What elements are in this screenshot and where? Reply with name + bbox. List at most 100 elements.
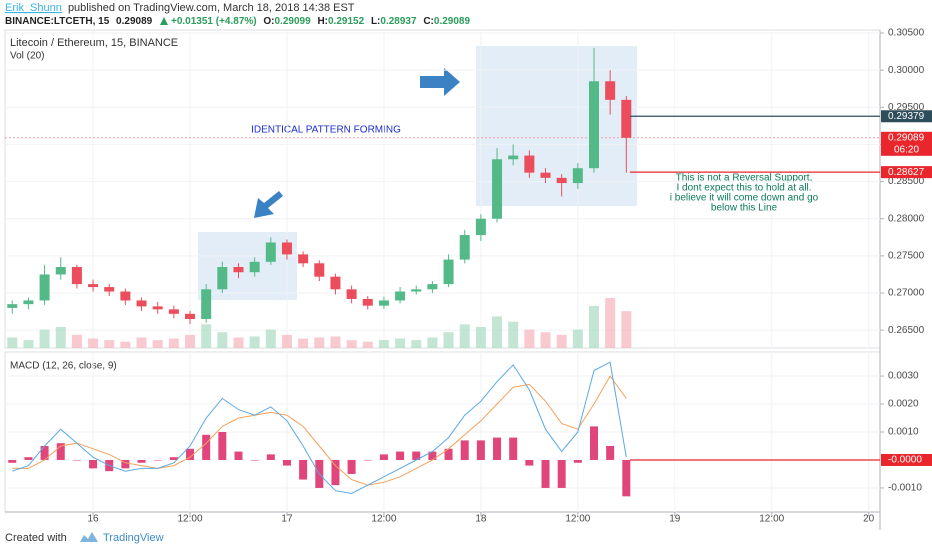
histogram-bar [24,457,33,460]
candle-body [136,300,147,307]
histogram-bar [606,445,615,460]
change: +0.01351 (+4.87%) [171,16,257,27]
histogram-bar [121,459,130,469]
arrow-right [420,68,460,96]
histogram-bar [218,432,227,460]
footer-brand[interactable]: TradingView [103,532,164,544]
histogram-bar [8,459,17,463]
volume-bar [201,324,212,348]
volume-bar [475,326,486,348]
price-label: 0.28627 [888,167,925,178]
volume-bar [411,340,422,348]
volume-bar [265,329,276,348]
y-tick-label: 0.30000 [888,65,925,76]
histogram-bar [428,451,437,460]
histogram-bar [541,459,550,488]
histogram-bar [557,459,566,488]
candle-body [265,242,276,262]
candle-body [492,159,503,219]
header-line-1: Erik_Shunn published on TradingView.com,… [5,2,355,14]
volume-bar [621,311,632,348]
ohlc-value: 0.29099 [275,16,312,27]
y-tick-label: 0.30500 [888,28,925,39]
volume-bar [168,338,179,348]
candle-body [152,306,163,310]
candle-body [23,300,34,305]
candle-body [378,300,389,306]
candle-body [556,177,567,184]
candle-body [168,309,179,314]
y-tick-label: 0.29500 [888,102,925,113]
histogram-bar [589,426,598,460]
histogram-bar [525,459,534,466]
candle-body [201,289,212,320]
x-tick-label: 19 [669,514,681,525]
volume-bar [443,332,454,348]
footer-created: Created with [5,532,67,544]
pattern-note: IDENTICAL PATTERN FORMING [251,125,401,136]
ohlc-label: C: [423,16,434,27]
volume-bar [605,298,616,348]
note-line: below this Line [711,203,778,214]
histogram-bar [347,459,356,474]
publisher[interactable]: Erik_Shunn [5,2,62,14]
volume-bar [120,341,131,348]
volume-bar [378,340,389,348]
histogram-bar [202,434,211,460]
candle-body [362,298,373,306]
candle-body [605,81,616,100]
price-label-box [881,166,932,179]
ohlc-label: L: [371,16,380,27]
volume-bar [55,326,66,348]
histogram-bar [153,459,162,461]
note-line: i believe it will come down and go [670,193,819,204]
candle-body [621,99,632,138]
volume-bar [104,340,115,348]
highlight-box [198,232,297,300]
last-price-box [881,131,932,156]
histogram-bar [234,451,243,460]
x-tick-label: 18 [475,514,487,525]
volume-bar [152,340,163,348]
histogram-bar [282,459,291,466]
histogram-bar [40,445,49,460]
histogram-bar [379,454,388,460]
volume-bar [185,334,196,348]
histogram-bar [493,437,502,460]
histogram-bar [137,459,146,463]
candle-body [55,267,66,275]
candle-body [572,168,583,184]
x-tick-label: 20 [863,514,875,525]
histogram-bar [460,440,469,460]
chart-title: Litecoin / Ethereum, 15, BINANCE [10,37,178,49]
volume-bar [395,338,406,348]
volume-bar [427,337,438,348]
price-label: 0.29379 [888,111,925,122]
signal-line [12,375,627,486]
histogram-bar [56,443,65,460]
volume-bar [524,329,535,348]
histogram-bar [509,437,518,460]
histogram-bar [169,457,178,460]
zero-label: -0.0000 [888,455,922,466]
candle-body [540,172,551,178]
y-tick-label: 0.27000 [888,288,925,299]
y-tick-label: 0.26500 [888,325,925,336]
candle-body [233,267,244,273]
volume-bar [281,334,292,348]
histogram-bar [331,459,340,486]
ohlc-value: 0.29089 [434,16,471,27]
ohlc-label: H: [317,16,328,27]
candle-body [71,267,82,285]
histogram-bar [396,451,405,460]
candle-body [104,287,115,292]
volume-bar [88,338,99,348]
candle-body [330,276,341,290]
volume-label: Vol (20) [10,51,44,62]
histogram-bar [476,440,485,460]
histogram-bar [250,459,259,461]
histogram-bar [299,459,308,480]
